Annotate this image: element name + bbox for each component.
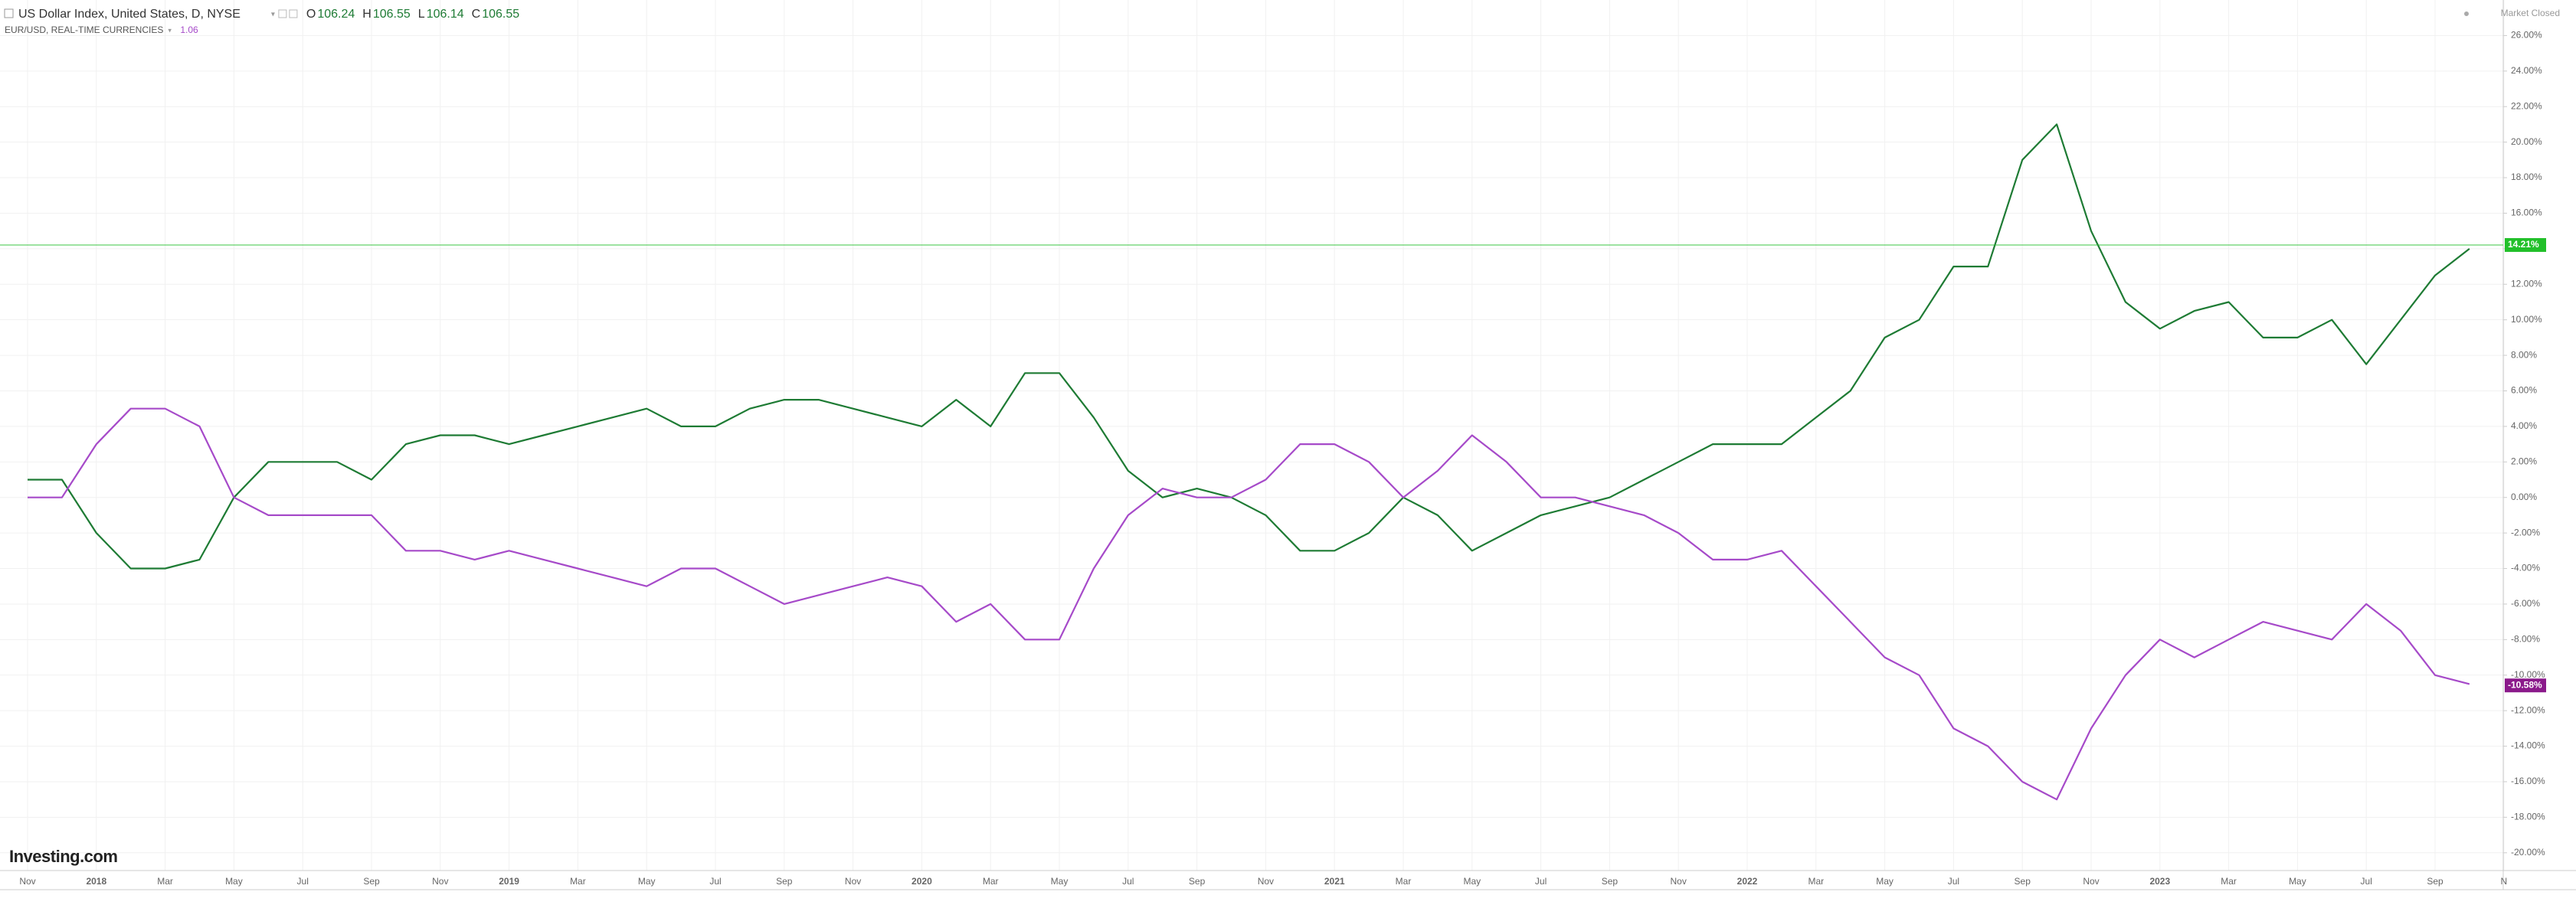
x-tick-label: Jul: [1948, 876, 1959, 887]
series-line: [28, 407, 2470, 801]
ohlc-value: 106.24: [317, 8, 355, 21]
x-tick-label: Mar: [157, 876, 173, 887]
plot: [28, 123, 2470, 801]
ohlc-label: C: [472, 8, 481, 21]
settings-box: [278, 9, 287, 18]
x-tick-label: 2018: [86, 876, 106, 887]
y-tick-label: 16.00%: [2511, 207, 2542, 218]
x-tick-label: Sep: [363, 876, 380, 887]
y-tick-label: -20.00%: [2511, 847, 2545, 858]
x-tick-label: Mar: [1808, 876, 1824, 887]
x-tick-label: Sep: [2015, 876, 2031, 887]
x-tick-label: Mar: [983, 876, 999, 887]
chart-title: US Dollar Index, United States, D, NYSE: [18, 8, 241, 21]
y-tick-label: -6.00%: [2511, 598, 2540, 609]
x-tick-label: Nov: [2083, 876, 2099, 887]
ohlc-value: 106.14: [427, 8, 464, 21]
x-tick-label: 2019: [499, 876, 519, 887]
price-label-box: [2505, 678, 2546, 693]
x-tick-label: 2023: [2149, 876, 2170, 887]
grid: [0, 0, 2505, 871]
x-tick-label: Sep: [776, 876, 793, 887]
x-tick-label: N: [2500, 876, 2507, 887]
x-tick-label: May: [1463, 876, 1481, 887]
ohlc-label: O: [306, 8, 316, 21]
series-last-value: 1.06: [180, 25, 198, 35]
x-tick-label: Nov: [1258, 876, 1274, 887]
y-tick-label: 10.00%: [2511, 314, 2542, 325]
price-label-box: [2505, 237, 2546, 252]
x-tick-label: Nov: [845, 876, 861, 887]
x-tick-label: Jul: [1535, 876, 1547, 887]
settings-box: [289, 9, 298, 18]
x-tick-label: Jul: [2361, 876, 2372, 887]
series-line: [28, 123, 2470, 570]
y-tick-label: -2.00%: [2511, 527, 2540, 537]
x-tick-label: Mar: [1396, 876, 1412, 887]
x-tick-label: Nov: [19, 876, 35, 887]
x-tick-label: Jul: [709, 876, 721, 887]
x-tick-label: Sep: [1189, 876, 1206, 887]
y-tick-label: -18.00%: [2511, 812, 2545, 822]
y-tick-label: -8.00%: [2511, 634, 2540, 645]
ohlc-value: 106.55: [482, 8, 519, 21]
y-tick-label: -12.00%: [2511, 704, 2545, 715]
y-tick-label: 24.00%: [2511, 65, 2542, 76]
x-tick-label: Jul: [1122, 876, 1134, 887]
x-tick-label: Mar: [2221, 876, 2237, 887]
ohlc-label: H: [362, 8, 372, 21]
y-tick-label: -10.00%: [2511, 669, 2545, 680]
x-tick-label: May: [1051, 876, 1069, 887]
status-dot: [2464, 11, 2469, 16]
y-tick-label: 26.00%: [2511, 30, 2542, 41]
y-tick-label: 12.00%: [2511, 278, 2542, 289]
ohlc-label: L: [418, 8, 425, 21]
y-tick-label: 0.00%: [2511, 492, 2537, 502]
x-tick-label: 2022: [1737, 876, 1758, 887]
title-menu-arrow: ▾: [271, 11, 275, 19]
x-tick-label: Sep: [2427, 876, 2443, 887]
market-status: Market Closed: [2501, 8, 2560, 18]
x-tick-label: Mar: [570, 876, 586, 887]
price-label: 14.21%: [2508, 239, 2539, 250]
y-tick-label: 18.00%: [2511, 172, 2542, 182]
y-tick-label: 8.00%: [2511, 349, 2537, 360]
series-legend: EUR/USD, REAL-TIME CURRENCIES: [5, 25, 163, 35]
price-label: -10.58%: [2508, 679, 2542, 690]
y-tick-label: -4.00%: [2511, 563, 2540, 573]
legend-menu-arrow: ▾: [168, 26, 172, 34]
y-tick-label: 2.00%: [2511, 456, 2537, 466]
y-tick-label: 20.00%: [2511, 136, 2542, 147]
x-tick-label: May: [1876, 876, 1894, 887]
x-tick-label: Jul: [297, 876, 309, 887]
ohlc-value: 106.55: [373, 8, 411, 21]
collapse-box[interactable]: [4, 8, 14, 18]
x-tick-label: 2020: [912, 876, 932, 887]
x-tick-label: Nov: [1671, 876, 1687, 887]
x-tick-label: May: [2289, 876, 2306, 887]
y-tick-label: 4.00%: [2511, 420, 2537, 431]
y-tick-label: -16.00%: [2511, 776, 2545, 786]
x-tick-label: May: [638, 876, 656, 887]
y-tick-label: 22.00%: [2511, 100, 2542, 111]
y-tick-label: 6.00%: [2511, 385, 2537, 396]
x-tick-label: Nov: [432, 876, 448, 887]
y-tick-label: -14.00%: [2511, 740, 2545, 751]
x-tick-label: 2021: [1324, 876, 1345, 887]
x-tick-label: May: [225, 876, 243, 887]
x-tick-label: Sep: [1602, 876, 1619, 887]
watermark: Investing.com: [9, 847, 117, 866]
